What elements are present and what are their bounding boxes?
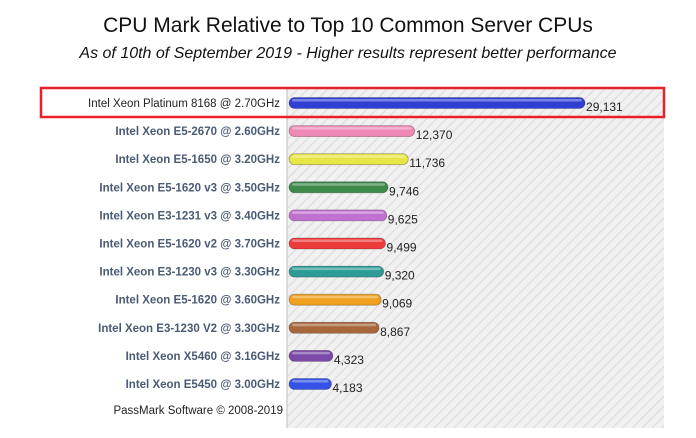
bar-8 <box>288 293 382 306</box>
bar-11 <box>288 378 332 390</box>
category-label-10: Intel Xeon X5460 @ 3.16GHz <box>126 351 281 363</box>
bar-5 <box>288 209 388 222</box>
value-label-4: 9,746 <box>389 184 419 198</box>
category-label-9: Intel Xeon E3-1230 V2 @ 3.30GHz <box>98 323 280 335</box>
bar-2 <box>288 125 416 137</box>
category-label-3: Intel Xeon E5-1650 @ 3.20GHz <box>115 154 280 166</box>
value-label-11: 4,183 <box>333 381 363 395</box>
highlight-box <box>39 86 666 119</box>
chart-title: CPU Mark Relative to Top 10 Common Serve… <box>103 14 593 37</box>
value-label-7: 9,320 <box>385 269 415 283</box>
bar-9 <box>288 321 380 334</box>
value-label-3: 11,736 <box>409 156 445 170</box>
bar-3 <box>288 153 409 166</box>
bar-7 <box>288 265 385 278</box>
category-label-7: Intel Xeon E3-1230 v3 @ 3.30GHz <box>99 267 280 279</box>
value-label-8: 9,069 <box>382 297 412 311</box>
footer-copyright: PassMark Software © 2008-2019 <box>113 405 283 417</box>
bar-1 <box>288 97 586 109</box>
value-label-2: 12,370 <box>416 128 453 142</box>
value-label-10: 4,323 <box>334 353 364 367</box>
category-label-2: Intel Xeon E5-2670 @ 2.60GHz <box>115 126 280 138</box>
category-label-1: Intel Xeon Platinum 8168 @ 2.70GHz <box>88 98 280 110</box>
category-label-6: Intel Xeon E5-1620 v2 @ 3.70GHz <box>99 239 280 251</box>
bar-10 <box>288 349 334 362</box>
category-label-8: Intel Xeon E5-1620 @ 3.60GHz <box>115 295 280 307</box>
chart-subtitle: As of 10th of September 2019 - Higher re… <box>79 45 617 62</box>
category-label-11: Intel Xeon E5450 @ 3.00GHz <box>126 379 281 391</box>
value-label-9: 8,867 <box>380 325 410 339</box>
category-label-5: Intel Xeon E3-1231 v3 @ 3.40GHz <box>99 210 280 222</box>
bar-4 <box>288 181 389 194</box>
bar-6 <box>288 237 386 250</box>
value-label-5: 9,625 <box>388 212 418 226</box>
value-label-6: 9,499 <box>387 241 417 255</box>
category-label-4: Intel Xeon E5-1620 v3 @ 3.50GHz <box>99 182 280 194</box>
value-label-1: 29,131 <box>586 100 623 114</box>
plot-area-background <box>287 88 664 428</box>
